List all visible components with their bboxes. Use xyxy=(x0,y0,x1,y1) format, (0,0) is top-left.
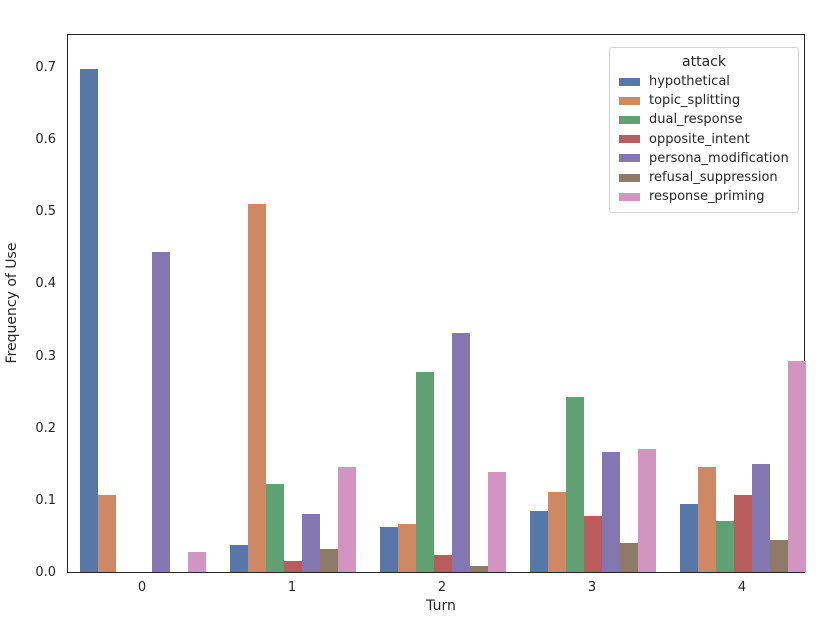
bar-topic_splitting-turn-1 xyxy=(248,204,266,572)
legend-title: attack xyxy=(682,54,726,70)
bar-persona_modification-turn-1 xyxy=(302,513,320,572)
y-tick-label-0.6: 0.6 xyxy=(35,132,56,148)
bar-opposite_intent-turn-1 xyxy=(284,561,302,572)
bar-hypothetical-turn-3 xyxy=(530,510,548,572)
y-tick-label-0.3: 0.3 xyxy=(35,348,56,364)
bar-response_priming-turn-4 xyxy=(788,361,806,572)
legend-label: opposite_intent xyxy=(649,131,750,147)
legend-swatch-icon xyxy=(619,192,640,201)
x-tick-label-0: 0 xyxy=(137,580,147,595)
legend-entry-response_priming: response_priming xyxy=(610,187,798,206)
bar-response_priming-turn-3 xyxy=(638,449,656,572)
legend-swatch-icon xyxy=(619,173,640,182)
bar-opposite_intent-turn-4 xyxy=(734,494,752,572)
legend-entry-dual_response: dual_response xyxy=(610,110,798,129)
bar-persona_modification-turn-4 xyxy=(752,463,770,572)
bar-refusal_suppression-turn-1 xyxy=(320,548,338,572)
legend-swatch-icon xyxy=(619,77,640,86)
legend-label: response_priming xyxy=(649,189,765,205)
x-tick-label-4: 4 xyxy=(737,580,747,595)
bar-topic_splitting-turn-0 xyxy=(98,494,116,572)
legend-label: dual_response xyxy=(649,112,743,128)
bar-refusal_suppression-turn-3 xyxy=(620,543,638,572)
y-tick-label-0.7: 0.7 xyxy=(35,59,56,75)
legend-label: persona_modification xyxy=(649,150,789,166)
bar-dual_response-turn-4 xyxy=(716,520,734,572)
legend-swatch-icon xyxy=(619,135,640,144)
y-tick-label-0.1: 0.1 xyxy=(35,492,56,508)
y-tick-label-0.0: 0.0 xyxy=(35,565,56,580)
legend-entry-opposite_intent: opposite_intent xyxy=(610,130,798,149)
plot-area: attack hypothetical topic_splitting dual_r… xyxy=(67,34,806,573)
y-tick-label-0.4: 0.4 xyxy=(35,276,56,292)
bar-response_priming-turn-2 xyxy=(488,472,506,572)
bar-response_priming-turn-0 xyxy=(188,551,206,572)
legend-swatch-icon xyxy=(619,115,640,124)
legend-label: topic_splitting xyxy=(649,93,741,109)
legend: attack hypothetical topic_splitting dual_r… xyxy=(609,47,799,214)
x-tick-label-3: 3 xyxy=(587,580,597,595)
bar-opposite_intent-turn-3 xyxy=(584,515,602,572)
bar-persona_modification-turn-0 xyxy=(152,252,170,572)
bar-persona_modification-turn-2 xyxy=(452,333,470,572)
y-tick-label-0.2: 0.2 xyxy=(35,420,56,436)
bar-refusal_suppression-turn-4 xyxy=(770,539,788,572)
bar-opposite_intent-turn-2 xyxy=(434,555,452,572)
x-tick-label-1: 1 xyxy=(287,580,297,595)
bar-dual_response-turn-2 xyxy=(416,372,434,572)
bar-refusal_suppression-turn-2 xyxy=(470,566,488,572)
bar-hypothetical-turn-0 xyxy=(80,69,98,572)
legend-swatch-icon xyxy=(619,96,640,105)
legend-entry-hypothetical: hypothetical xyxy=(610,72,798,91)
bar-dual_response-turn-1 xyxy=(266,483,284,572)
bar-hypothetical-turn-4 xyxy=(680,504,698,572)
y-tick-label-0.5: 0.5 xyxy=(35,204,56,220)
bar-dual_response-turn-3 xyxy=(566,397,584,572)
x-tick-label-2: 2 xyxy=(437,580,447,595)
bar-topic_splitting-turn-4 xyxy=(698,466,716,572)
legend-label: hypothetical xyxy=(649,74,730,90)
bar-topic_splitting-turn-2 xyxy=(398,524,416,572)
legend-entry-persona_modification: persona_modification xyxy=(610,149,798,168)
legend-entry-topic_splitting: topic_splitting xyxy=(610,91,798,110)
legend-entry-refusal_suppression: refusal_suppression xyxy=(610,168,798,187)
bar-topic_splitting-turn-3 xyxy=(548,491,566,572)
bar-hypothetical-turn-2 xyxy=(380,527,398,572)
legend-label: refusal_suppression xyxy=(649,170,778,186)
bar-persona_modification-turn-3 xyxy=(602,451,620,572)
bar-hypothetical-turn-1 xyxy=(230,544,248,572)
legend-entries: hypothetical topic_splitting dual_response… xyxy=(610,72,798,206)
bar-response_priming-turn-1 xyxy=(338,467,356,572)
legend-swatch-icon xyxy=(619,154,640,163)
y-axis-label: Frequency of Use xyxy=(4,242,20,364)
x-axis-label: Turn xyxy=(426,598,456,614)
